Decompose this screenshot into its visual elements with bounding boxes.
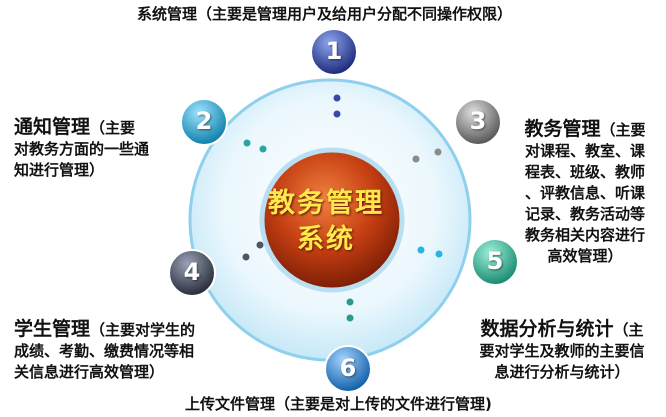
node-3-detail: （主要 对课程、教室、课 程表、班级、教师 、评教信息、听课 记录、教务活动等 … <box>524 121 646 265</box>
node-1-detail: （主要是管理用户及给用户分配不同操作权限） <box>197 5 513 23</box>
node-2-heading: 通知管理 <box>14 116 91 138</box>
node-6-detail: （主要是对上传的文件进行管理) <box>275 395 492 413</box>
node-6-number: 6 <box>339 354 357 382</box>
node-2-text: 通知管理（主要 对教务方面的一些通 知进行管理） <box>14 96 174 181</box>
node-4-number: 4 <box>183 258 201 286</box>
node-1-text: 系统管理（主要是管理用户及给用户分配不同操作权限） <box>137 4 597 25</box>
node-5-detail: （主 要对学生及教师的主要信 息进行分析与统计） <box>479 321 645 381</box>
node-3-number: 3 <box>469 107 487 135</box>
node-5-number: 5 <box>486 247 504 275</box>
node-3-sphere <box>454 98 502 146</box>
center-core <box>259 147 405 293</box>
node-3-text: 教务管理（主要 对课程、教室、课 程表、班级、教师 、评教信息、听课 记录、教务… <box>510 98 660 267</box>
node-4-sphere <box>168 249 216 297</box>
node-2-sphere <box>180 98 228 146</box>
node-1-number: 1 <box>325 37 343 65</box>
center-title: 教务管理 系统 <box>268 188 384 255</box>
node-2-number: 2 <box>195 107 213 135</box>
node-5-sphere <box>471 238 519 286</box>
node-3-heading: 教务管理 <box>524 118 601 140</box>
node-1-heading: 系统管理 <box>137 5 198 23</box>
connector-dots <box>242 94 443 322</box>
node-6-text: 上传文件管理（主要是对上传的文件进行管理) <box>185 394 605 415</box>
node-4-detail: （主要对学生的 成绩、考勤、缴费情况等相 关信息进行高效管理） <box>14 321 196 381</box>
node-4-text: 学生管理（主要对学生的 成绩、考勤、缴费情况等相 关信息进行高效管理） <box>14 298 239 383</box>
node-1-sphere <box>310 28 358 76</box>
node-4-heading: 学生管理 <box>14 318 91 340</box>
node-6-heading: 上传文件管理 <box>185 395 276 413</box>
node-5-heading: 数据分析与统计 <box>480 318 614 340</box>
node-5-text: 数据分析与统计（主 要对学生及教师的主要信 息进行分析与统计） <box>462 298 662 383</box>
node-2-detail: （主要 对教务方面的一些通 知进行管理） <box>14 119 150 179</box>
node-6-sphere <box>324 345 372 393</box>
